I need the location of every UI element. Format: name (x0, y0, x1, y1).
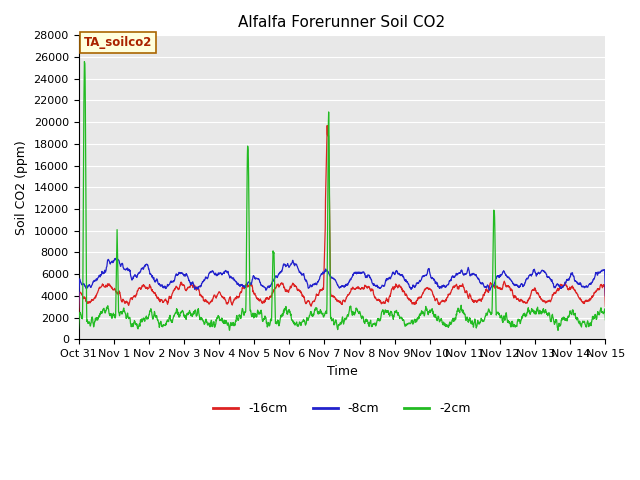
Y-axis label: Soil CO2 (ppm): Soil CO2 (ppm) (15, 140, 28, 235)
X-axis label: Time: Time (326, 365, 357, 378)
Text: TA_soilco2: TA_soilco2 (84, 36, 152, 49)
Title: Alfalfa Forerunner Soil CO2: Alfalfa Forerunner Soil CO2 (238, 15, 445, 30)
Legend: -16cm, -8cm, -2cm: -16cm, -8cm, -2cm (208, 397, 476, 420)
